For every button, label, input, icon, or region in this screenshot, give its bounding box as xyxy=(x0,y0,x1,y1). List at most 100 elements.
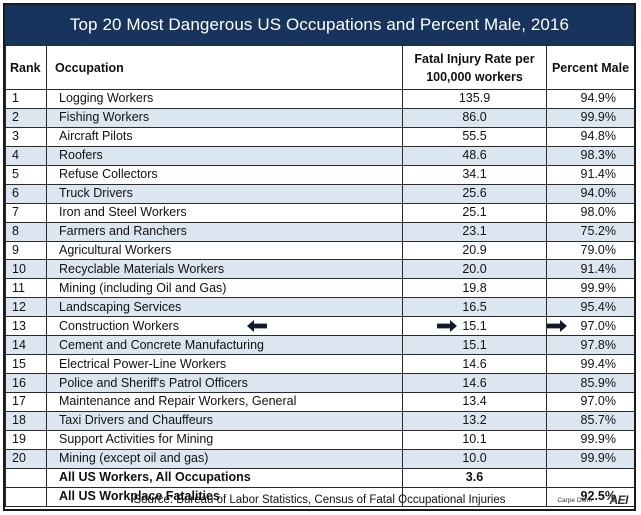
summary-row: All US Workers, All Occupations 3.6 xyxy=(5,467,634,488)
percent-male-cell: 99.9% xyxy=(546,429,634,450)
percent-male-cell-text: 85.9% xyxy=(580,375,616,390)
rank-cell-text: 3 xyxy=(12,129,19,144)
rate-cell-text: 14.6 xyxy=(462,356,487,371)
rate-cell-text: 13.4 xyxy=(462,394,487,409)
header-rate-line2: 100,000 workers xyxy=(426,69,523,84)
rate-cell: 15.1 xyxy=(402,335,547,356)
summary-label-cell-text: All US Workers, All Occupations xyxy=(59,470,251,485)
table-row: 15 Electrical Power-Line Workers 14.6 99.4% xyxy=(5,354,634,375)
rate-cell: 14.6 xyxy=(402,354,547,375)
table-row: 17 Maintenance and Repair Workers, Genera… xyxy=(5,392,634,412)
summary-label-cell: All US Workers, All Occupations xyxy=(46,467,403,488)
rate-cell: 20.9 xyxy=(402,240,547,261)
table-row: 13 Construction Workers 15.1 97.0% xyxy=(5,316,634,337)
rate-cell-text: 23.1 xyxy=(462,224,487,239)
rank-cell: 3 xyxy=(5,126,47,147)
summary-rate-cell-text: 3.6 xyxy=(465,470,484,485)
rate-cell-text: 48.6 xyxy=(462,148,487,163)
rank-cell-text: 18 xyxy=(12,413,26,428)
occupation-cell-text: Farmers and Ranchers xyxy=(59,224,187,239)
rate-cell: 48.6 xyxy=(402,145,547,166)
rank-cell-text: 14 xyxy=(12,337,26,352)
rate-cell-text: 25.1 xyxy=(462,205,487,220)
rank-cell: 9 xyxy=(5,240,47,261)
percent-male-cell-text: 91.4% xyxy=(580,167,616,182)
rate-cell: 23.1 xyxy=(402,221,547,242)
rate-cell: 13.2 xyxy=(402,410,547,431)
occupation-cell-text: Maintenance and Repair Workers, General xyxy=(59,394,297,409)
occupation-cell-text: Construction Workers xyxy=(59,318,179,333)
rate-cell-text: 14.6 xyxy=(462,375,487,390)
percent-male-cell-text: 99.9% xyxy=(580,432,616,447)
rate-cell: 20.0 xyxy=(402,259,547,280)
percent-male-cell-text: 99.9% xyxy=(580,280,616,295)
header-percent-male: Percent Male xyxy=(546,45,634,90)
percent-male-cell-text: 98.0% xyxy=(580,205,616,220)
percent-male-cell-text: 97.8% xyxy=(580,337,616,352)
rate-cell: 13.4 xyxy=(402,392,547,412)
credit-text: Carpe Diem xyxy=(557,497,592,504)
rank-cell: 15 xyxy=(5,354,47,375)
summary-rate-cell xyxy=(402,486,547,507)
occupation-cell: Construction Workers xyxy=(46,316,403,337)
percent-male-cell: 91.4% xyxy=(546,164,634,185)
table-row: 9 Agricultural Workers 20.9 79.0% xyxy=(5,240,634,261)
percent-male-cell-text: 79.0% xyxy=(580,242,616,257)
occupation-cell-text: Logging Workers xyxy=(59,91,154,106)
footer: Source: Bureau of Labor Statistics, Cens… xyxy=(5,493,634,509)
percent-male-cell: 94.9% xyxy=(546,89,634,109)
rate-cell-text: 20.9 xyxy=(462,242,487,257)
rank-cell-text: 1 xyxy=(12,91,19,106)
percent-male-cell-text: 99.9% xyxy=(580,110,616,125)
summary-rank-cell xyxy=(5,486,47,507)
table-row: 14 Cement and Concrete Manufacturing 15.1 9… xyxy=(5,335,634,356)
percent-male-cell-text: 98.3% xyxy=(580,148,616,163)
rank-cell-text: 13 xyxy=(12,318,26,333)
occupation-cell: Maintenance and Repair Workers, General xyxy=(46,392,403,412)
occupation-cell: Mining (except oil and gas) xyxy=(46,448,403,469)
header-rank: Rank xyxy=(5,45,47,90)
rank-cell-text: 16 xyxy=(12,375,26,390)
rate-cell: 10.1 xyxy=(402,429,547,450)
occupation-cell-text: Mining (except oil and gas) xyxy=(59,451,209,466)
table-row: 18 Taxi Drivers and Chauffeurs 13.2 85.7% xyxy=(5,410,634,431)
table-row: 4 Roofers 48.6 98.3% xyxy=(5,145,634,166)
rate-cell: 55.5 xyxy=(402,126,547,147)
rate-cell: 34.1 xyxy=(402,164,547,185)
header-occupation: Occupation xyxy=(46,45,403,90)
rank-cell-text: 2 xyxy=(12,110,19,125)
summary-rate-cell: 3.6 xyxy=(402,467,547,488)
summary-row: All US Workplace Fatalities 92.5% xyxy=(5,486,634,507)
rate-cell-text: 20.0 xyxy=(462,261,487,276)
rank-cell: 6 xyxy=(5,183,47,204)
rate-cell-text: 86.0 xyxy=(462,110,487,125)
rank-cell-text: 8 xyxy=(12,224,19,239)
percent-male-cell: 99.9% xyxy=(546,448,634,469)
occupation-cell: Recyclable Materials Workers xyxy=(46,259,403,280)
rank-cell: 13 xyxy=(5,316,47,337)
percent-male-cell-text: 85.7% xyxy=(580,413,616,428)
percent-male-cell: 75.2% xyxy=(546,221,634,242)
occupation-cell-text: Mining (including Oil and Gas) xyxy=(59,280,227,295)
table-row: 6 Truck Drivers 25.6 94.0% xyxy=(5,183,634,204)
percent-male-cell-text: 94.9% xyxy=(580,91,616,106)
rank-cell: 2 xyxy=(5,107,47,128)
table-row: 12 Landscaping Services 16.5 95.4% xyxy=(5,297,634,318)
occupation-cell: Logging Workers xyxy=(46,89,403,109)
arrow-left-icon xyxy=(247,318,267,335)
rate-cell-text: 55.5 xyxy=(462,129,487,144)
percent-male-cell: 94.0% xyxy=(546,183,634,204)
rate-cell: 10.0 xyxy=(402,448,547,469)
header-fatal-injury-rate: Fatal Injury Rate per 100,000 workers xyxy=(402,45,547,90)
rank-cell: 12 xyxy=(5,297,47,318)
rank-cell-text: 5 xyxy=(12,167,19,182)
source-note: Source: Bureau of Labor Statistics, Cens… xyxy=(133,494,506,506)
occupation-cell: Refuse Collectors xyxy=(46,164,403,185)
percent-male-cell: 98.3% xyxy=(546,145,634,166)
occupation-cell: Electrical Power-Line Workers xyxy=(46,354,403,375)
rate-cell-text: 16.5 xyxy=(462,299,487,314)
occupation-cell: Iron and Steel Workers xyxy=(46,202,403,223)
percent-male-cell-text: 94.0% xyxy=(580,186,616,201)
summary-label-cell-text: All US Workplace Fatalities xyxy=(59,489,220,504)
table-body: 1 Logging Workers 135.9 94.9% 2 Fishing Worke… xyxy=(5,89,634,507)
